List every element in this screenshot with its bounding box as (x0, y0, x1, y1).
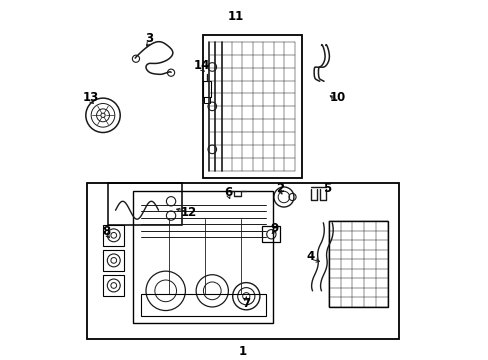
Bar (202, 81, 211, 98)
Bar (262, 226, 280, 242)
Text: 4: 4 (306, 250, 314, 263)
Bar (203, 98, 209, 103)
Text: 10: 10 (329, 91, 345, 104)
Text: 14: 14 (193, 59, 209, 72)
Bar (203, 35, 301, 178)
Text: 9: 9 (270, 222, 279, 235)
Text: 13: 13 (82, 91, 99, 104)
Text: 5: 5 (322, 182, 330, 195)
Bar (87, 183, 398, 339)
Text: 12: 12 (181, 206, 197, 219)
Bar (103, 275, 124, 296)
Text: 11: 11 (227, 10, 243, 23)
Text: 1: 1 (238, 345, 246, 357)
Text: 2: 2 (276, 182, 284, 195)
Bar (103, 225, 124, 246)
Text: 7: 7 (242, 297, 250, 310)
Bar (133, 190, 273, 323)
Bar (103, 249, 124, 271)
Text: 3: 3 (145, 32, 153, 45)
Bar (141, 294, 265, 316)
Text: 8: 8 (102, 225, 110, 238)
Bar (108, 183, 182, 225)
Text: 6: 6 (224, 186, 232, 199)
Bar (328, 221, 387, 307)
